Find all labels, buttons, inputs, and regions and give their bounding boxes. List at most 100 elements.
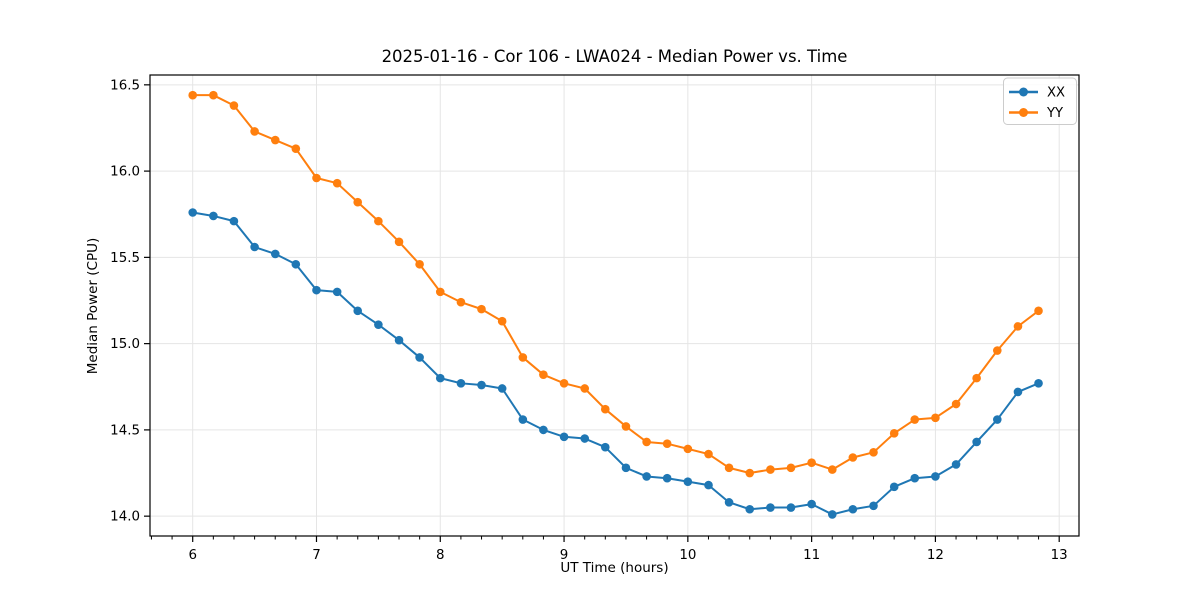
y-tick-label: 15.0 <box>110 337 140 352</box>
x-tick-label: 13 <box>1051 548 1068 563</box>
data-point-yy <box>415 259 424 269</box>
legend-label-xx: XX <box>1047 86 1065 101</box>
data-point-xx <box>580 434 590 443</box>
data-point-xx <box>951 460 961 469</box>
data-point-xx <box>1034 379 1043 388</box>
y-tick-label: 16.0 <box>110 165 140 180</box>
legend-marker-xx <box>1019 87 1028 97</box>
data-point-xx <box>848 504 858 514</box>
data-point-xx <box>910 473 920 483</box>
data-point-xx <box>786 503 796 512</box>
data-point-yy <box>869 448 878 457</box>
data-point-xx <box>250 242 259 252</box>
data-point-yy <box>889 429 899 438</box>
data-point-yy <box>374 216 383 226</box>
axes-spines <box>149 74 1080 537</box>
data-point-yy <box>229 101 239 110</box>
data-point-xx <box>518 415 528 424</box>
series-line-yy <box>191 94 1040 475</box>
data-point-yy <box>518 353 528 362</box>
x-tick-label: 7 <box>312 548 321 563</box>
data-point-xx <box>353 306 363 316</box>
chart-title: 2025-01-16 - Cor 106 - LWA024 - Median P… <box>381 47 848 66</box>
data-point-xx <box>724 498 734 507</box>
data-point-xx <box>188 208 198 217</box>
data-point-yy <box>848 453 858 462</box>
data-point-yy <box>724 463 734 473</box>
data-point-yy <box>951 399 961 409</box>
data-point-yy <box>580 384 590 393</box>
data-point-yy <box>683 444 693 454</box>
x-tick-label: 6 <box>188 548 197 563</box>
data-point-yy <box>993 346 1002 355</box>
data-point-yy <box>600 404 610 414</box>
data-point-yy <box>539 370 548 379</box>
data-point-xx <box>621 463 631 473</box>
data-point-yy <box>745 468 755 478</box>
x-tick-label: 10 <box>679 548 696 563</box>
data-point-yy <box>270 135 280 145</box>
data-point-yy <box>353 197 363 207</box>
x-tick-label: 11 <box>803 548 820 563</box>
data-point-xx <box>559 432 569 442</box>
x-tick-label: 9 <box>560 548 569 563</box>
data-point-yy <box>497 316 507 326</box>
y-tick-label: 16.5 <box>110 78 140 93</box>
data-point-yy <box>827 465 837 474</box>
y-axis-label: Median Power (CPU) <box>85 238 101 374</box>
data-point-xx <box>827 510 837 519</box>
data-point-xx <box>312 285 321 295</box>
data-point-yy <box>662 439 672 448</box>
data-point-yy <box>1034 306 1043 316</box>
legend-marker-yy <box>1019 108 1028 117</box>
data-point-xx <box>807 499 816 509</box>
data-point-xx <box>642 472 651 481</box>
y-tick-label: 14.5 <box>110 423 140 438</box>
data-point-yy <box>332 178 342 188</box>
data-point-yy <box>394 237 404 247</box>
data-point-xx <box>993 415 1002 424</box>
data-point-xx <box>972 437 981 447</box>
data-point-xx <box>704 480 713 490</box>
data-point-yy <box>972 373 981 383</box>
data-point-xx <box>683 477 693 486</box>
data-point-xx <box>869 501 878 511</box>
data-point-xx <box>415 353 424 362</box>
data-point-xx <box>456 379 466 388</box>
data-point-xx <box>374 320 383 329</box>
y-tick-label: 14.0 <box>110 510 140 525</box>
data-point-xx <box>497 384 507 393</box>
data-point-xx <box>1013 387 1023 397</box>
data-point-xx <box>270 249 280 259</box>
legend-label-yy: YY <box>1046 106 1064 121</box>
data-point-xx <box>209 211 218 221</box>
data-point-xx <box>229 216 239 226</box>
data-point-xx <box>745 504 755 514</box>
data-point-yy <box>786 463 796 473</box>
data-point-yy <box>188 90 198 100</box>
data-point-xx <box>332 287 342 297</box>
data-point-yy <box>291 144 301 153</box>
data-point-yy <box>910 415 920 424</box>
data-point-yy <box>642 437 651 447</box>
data-point-xx <box>435 373 445 383</box>
data-point-yy <box>704 449 713 459</box>
data-point-xx <box>931 472 940 481</box>
data-point-yy <box>435 287 445 297</box>
data-point-xx <box>600 442 610 452</box>
data-point-yy <box>209 90 218 100</box>
data-point-yy <box>559 379 569 388</box>
x-tick-label: 12 <box>927 548 944 563</box>
data-point-xx <box>766 503 775 512</box>
data-point-xx <box>477 380 486 390</box>
data-point-yy <box>931 413 940 423</box>
data-point-yy <box>456 297 466 307</box>
data-point-yy <box>477 304 486 314</box>
data-point-xx <box>394 335 404 345</box>
data-point-xx <box>291 259 301 269</box>
data-point-xx <box>889 482 899 492</box>
data-point-yy <box>766 465 775 474</box>
x-axis-label: UT Time (hours) <box>560 560 669 576</box>
x-tick-label: 8 <box>436 548 445 563</box>
